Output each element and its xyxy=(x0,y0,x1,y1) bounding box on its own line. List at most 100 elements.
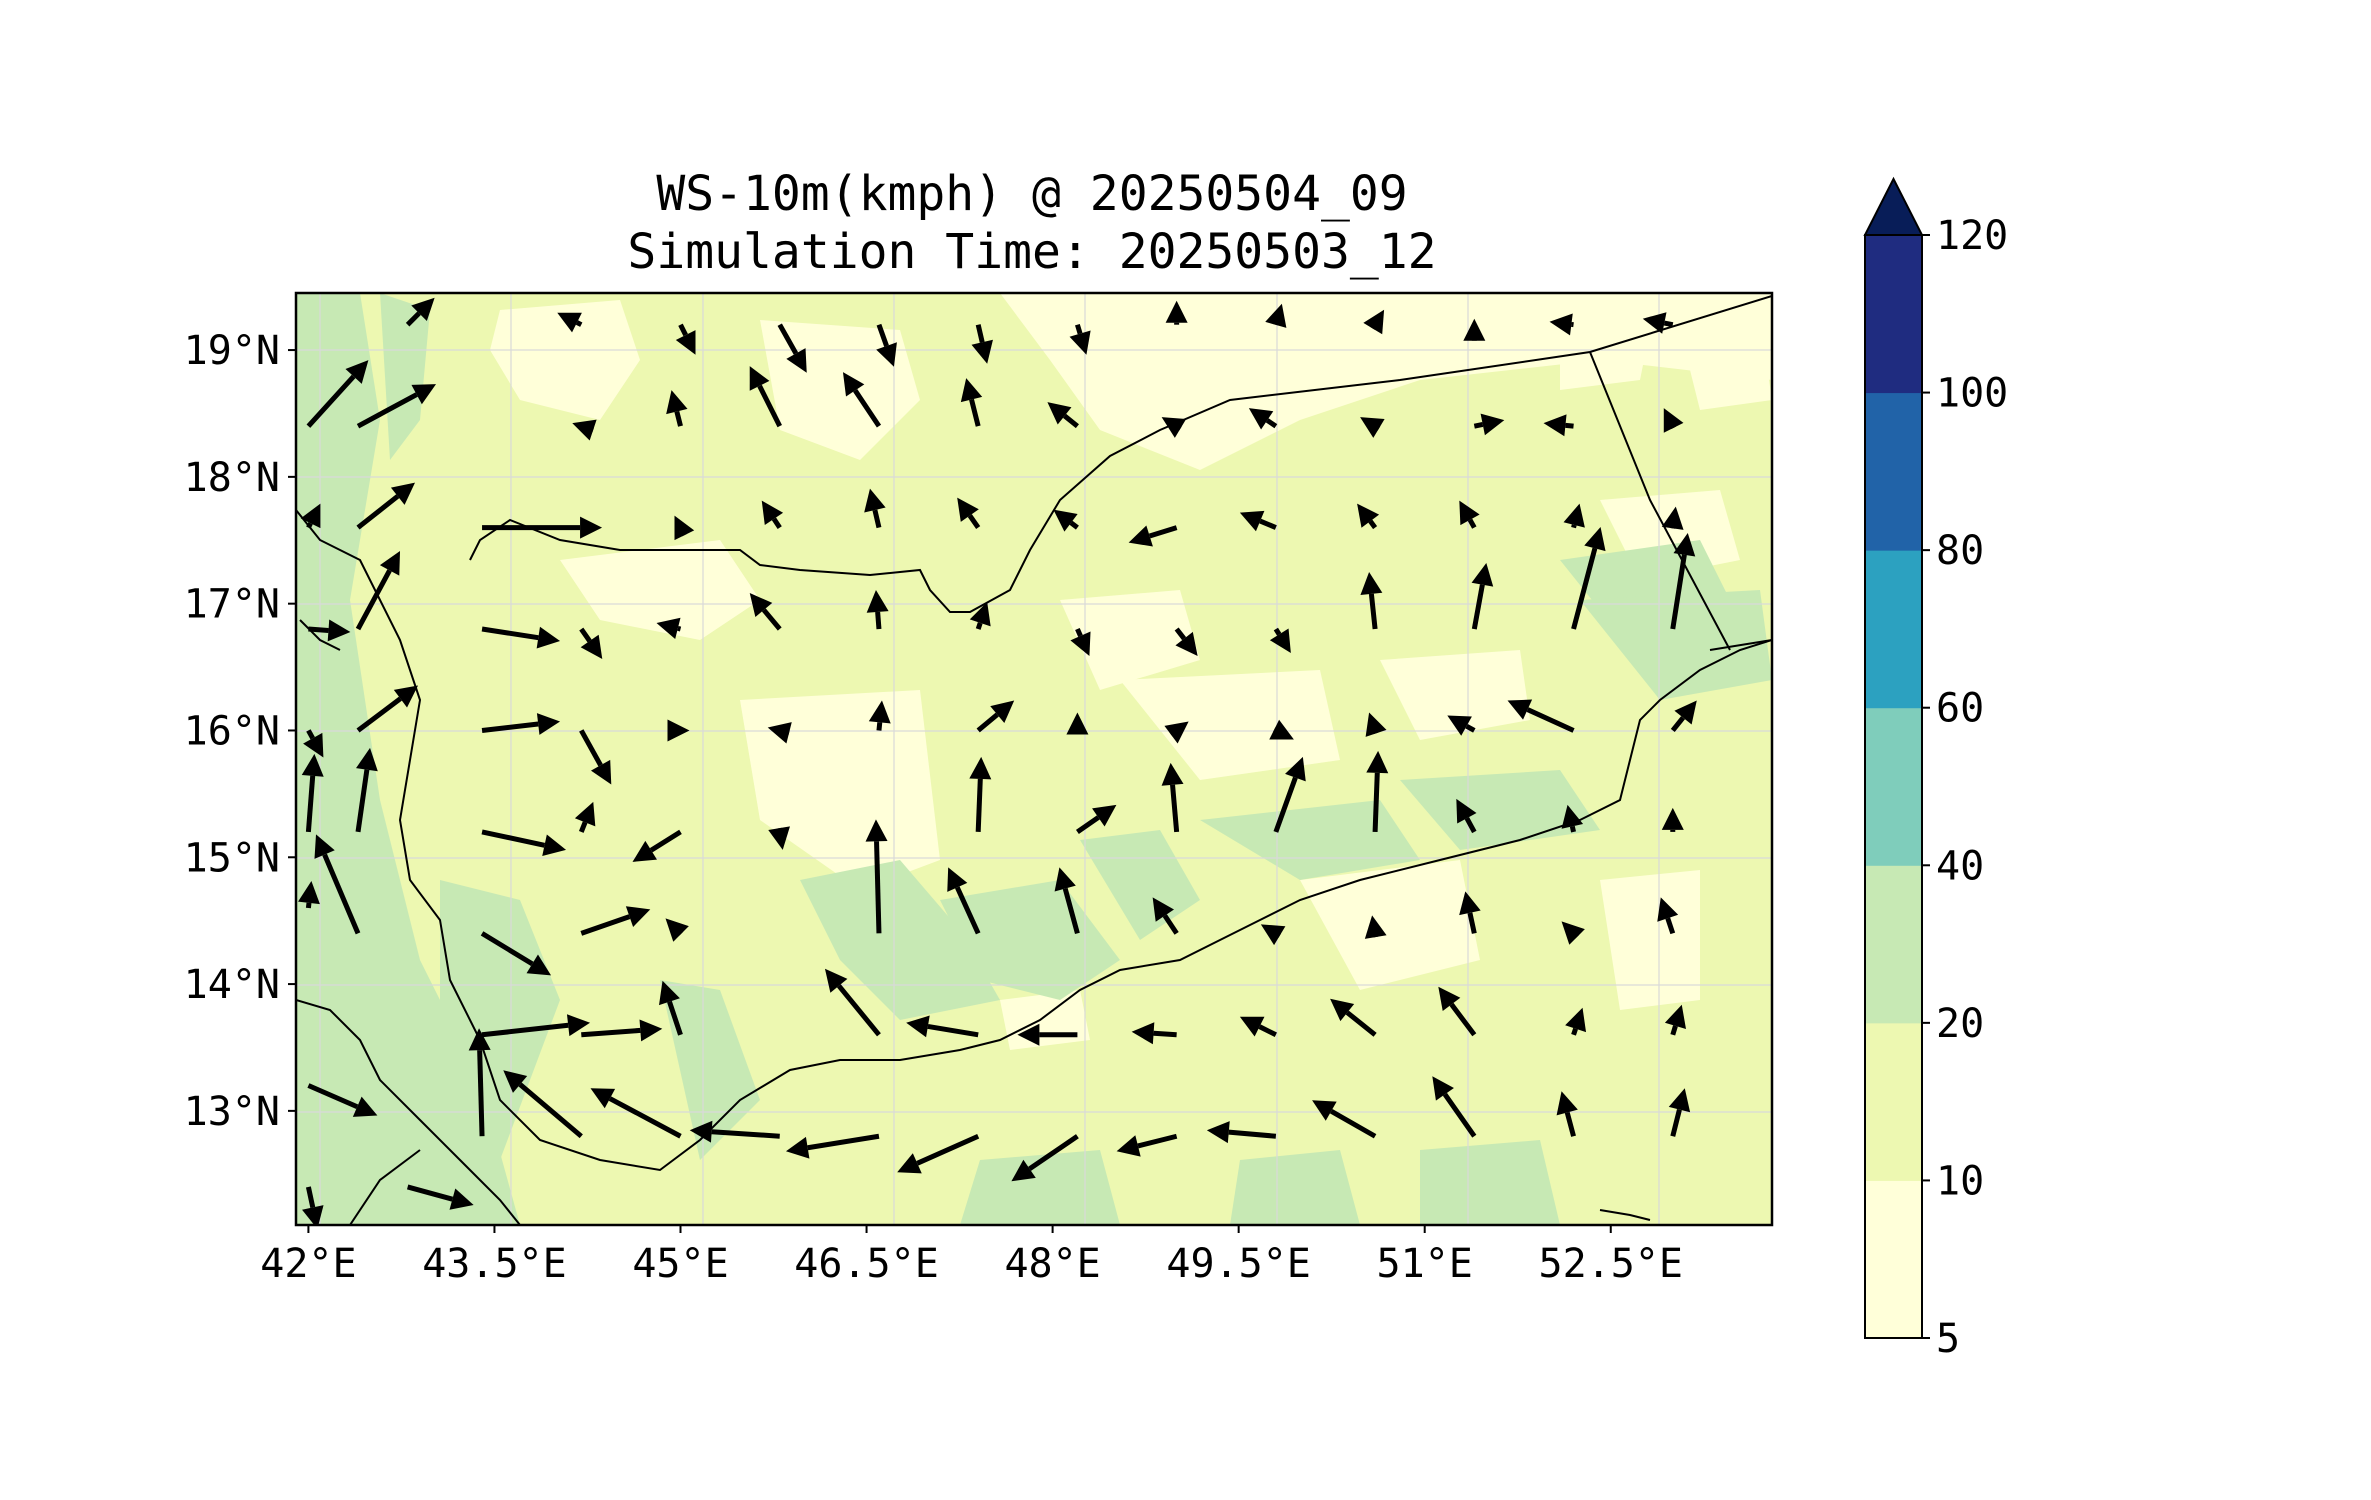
wind-arrow xyxy=(824,968,881,1037)
wind-arrow-head xyxy=(1092,804,1117,827)
wind-arrow-head xyxy=(666,390,688,415)
wind-arrow-head xyxy=(1663,408,1684,433)
wind-arrow-head xyxy=(842,372,865,397)
wind-arrow-head xyxy=(356,747,378,772)
wind-arrow-shaft xyxy=(975,778,983,833)
wind-arrow xyxy=(1661,807,1684,832)
wind-arrow-shaft xyxy=(1372,772,1380,833)
wind-arrow xyxy=(1265,303,1287,328)
lon-tick-label: 42°E xyxy=(260,1241,356,1287)
wind-arrow xyxy=(503,1070,583,1139)
wind-arrow-head xyxy=(503,1070,528,1093)
wind-arrow xyxy=(767,722,792,744)
wind-arrow-head xyxy=(632,840,657,862)
wind-arrow-shaft xyxy=(1075,323,1083,335)
wind-arrow xyxy=(906,1015,979,1038)
wind-arrow-head xyxy=(786,348,807,373)
wind-arrow-head xyxy=(1642,312,1667,334)
wind-arrow xyxy=(1075,804,1117,834)
wind-arrow-shaft xyxy=(1345,1010,1377,1037)
wind-arrow-shaft xyxy=(1526,707,1575,733)
wind-arrow-head xyxy=(1456,798,1477,824)
wind-arrow-head xyxy=(1366,750,1389,774)
wind-arrow-head xyxy=(1116,1135,1141,1157)
wind-arrow-shaft xyxy=(1259,518,1277,530)
wind-arrow-shaft xyxy=(356,494,400,530)
wind-arrow-shaft xyxy=(1170,784,1180,833)
wind-arrow-head xyxy=(1312,1100,1337,1121)
wind-arrow-shaft xyxy=(927,1023,979,1038)
wind-arrow-shaft xyxy=(356,392,418,429)
wind-arrow-shaft xyxy=(1571,547,1598,630)
wind-arrow-shaft xyxy=(916,1133,980,1166)
wind-arrow xyxy=(308,619,351,642)
wind-arrow xyxy=(306,360,369,428)
wind-arrow xyxy=(868,700,891,731)
wind-arrow xyxy=(842,372,882,428)
wind-arrow-head xyxy=(675,330,696,355)
wind-arrow-head xyxy=(1561,921,1585,945)
wind-arrow-head xyxy=(1543,414,1567,437)
wind-arrow-shaft xyxy=(975,622,983,630)
wind-arrow xyxy=(1360,572,1383,630)
wind-arrow xyxy=(1565,1007,1587,1036)
wind-arrow-head xyxy=(1668,1088,1691,1113)
colorbar-tick-label: 10 xyxy=(1936,1158,1984,1204)
wind-arrow-head xyxy=(327,619,351,642)
wind-arrow-head xyxy=(1507,699,1533,720)
wind-arrow-shaft xyxy=(975,324,985,343)
wind-arrow xyxy=(768,826,790,850)
wind-arrow-shaft xyxy=(1162,914,1179,935)
wind-arrow-shaft xyxy=(356,696,402,733)
wind-arrow xyxy=(1273,756,1306,833)
wind-arrow-head xyxy=(824,968,848,993)
wind-arrow xyxy=(1432,1076,1477,1138)
wind-arrow xyxy=(355,747,378,833)
wind-arrow-shaft xyxy=(1265,418,1278,429)
wind-arrow-head xyxy=(1459,500,1480,526)
wind-arrow xyxy=(481,626,561,649)
wind-arrow xyxy=(405,297,435,327)
wind-arrow-head xyxy=(767,722,792,744)
wind-arrow-shaft xyxy=(608,1096,682,1139)
wind-arrow-head xyxy=(1239,1016,1265,1037)
wind-arrow-head xyxy=(1432,1076,1454,1101)
colorbar-tick-label: 20 xyxy=(1936,1001,1984,1047)
colorbar-frame xyxy=(1864,234,1923,1339)
wind-arrow-shaft xyxy=(1153,1030,1177,1038)
wind-arrow xyxy=(947,867,981,935)
lon-tick-label: 48°E xyxy=(1004,1241,1100,1287)
wind-arrow-shaft xyxy=(1571,1027,1578,1036)
lat-tick-label: 17°N xyxy=(184,582,280,628)
wind-vectors xyxy=(298,297,1697,1225)
wind-arrow-head xyxy=(865,819,888,842)
wind-arrow xyxy=(1471,563,1494,630)
wind-arrow xyxy=(581,1019,663,1042)
wind-arrow-head xyxy=(1070,631,1091,657)
lat-tick-label: 13°N xyxy=(184,1089,280,1135)
wind-arrow-head xyxy=(352,1096,378,1117)
wind-arrow xyxy=(482,516,603,539)
wind-arrow xyxy=(590,1088,682,1139)
wind-arrow-shaft xyxy=(1473,422,1484,429)
wind-arrow-head xyxy=(785,1136,810,1159)
wind-arrow xyxy=(667,719,690,742)
lat-tick-label: 15°N xyxy=(184,835,280,881)
wind-arrow xyxy=(969,602,991,630)
wind-arrow xyxy=(777,323,807,373)
wind-arrow xyxy=(1239,510,1277,532)
wind-arrow-head xyxy=(411,384,437,405)
wind-arrow xyxy=(1661,506,1684,530)
wind-arrow-head xyxy=(580,634,603,660)
wind-arrow-head xyxy=(1657,897,1679,922)
wind-arrow-head xyxy=(1364,915,1387,939)
wind-arrow-head xyxy=(1011,1159,1036,1182)
wind-arrow xyxy=(1066,712,1089,735)
wind-arrow-head xyxy=(656,617,681,640)
wind-arrow-head xyxy=(1363,309,1385,335)
wind-arrow xyxy=(876,323,897,367)
wind-arrow-head xyxy=(1565,1007,1587,1033)
wind-arrow-head xyxy=(1549,313,1573,336)
wind-field-strong-patches xyxy=(296,293,1772,1225)
wind-arrow-head xyxy=(536,626,561,649)
